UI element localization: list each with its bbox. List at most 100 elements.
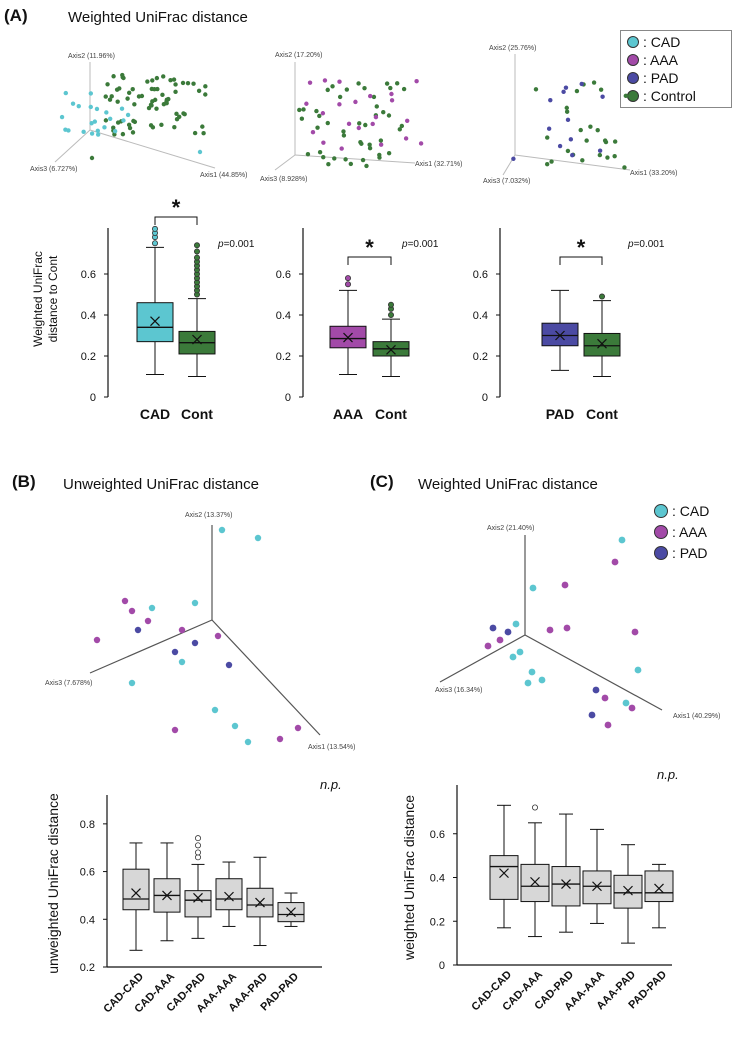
y-tick-label: 0 <box>90 392 96 404</box>
axis3-line <box>439 634 526 683</box>
scatter-point <box>343 157 348 162</box>
aaa-swatch-icon <box>627 54 639 66</box>
axis1-line <box>294 154 416 164</box>
box-CAD-PAD <box>551 866 581 907</box>
scatter-point <box>397 127 402 132</box>
axis1-line <box>211 619 321 736</box>
scatter-point <box>326 161 331 167</box>
scatter-point <box>197 149 203 155</box>
scatter-point <box>178 658 186 666</box>
mean-marker <box>561 879 571 889</box>
scatter-point <box>125 112 131 118</box>
scatter-point <box>605 155 610 160</box>
scatter-point <box>414 78 419 84</box>
scatter-point <box>321 140 326 145</box>
mean-marker <box>255 897 265 908</box>
outlier <box>194 849 201 856</box>
scatter-point <box>115 120 121 125</box>
mean-marker <box>150 316 160 327</box>
scatter-point <box>504 628 512 636</box>
scatter-point <box>70 101 76 106</box>
box-PAD <box>541 322 579 347</box>
axis1-line <box>89 129 216 169</box>
axis1-label: Axis1 (33.20%) <box>630 170 677 177</box>
scatter-point <box>104 110 109 115</box>
scatter-point <box>154 75 160 81</box>
legend-c-aaa: : AAA <box>654 521 709 542</box>
axis1-label: Axis1 (13.54%) <box>308 744 355 751</box>
scatter-point <box>529 584 537 592</box>
scatter-point <box>63 90 69 96</box>
scatter-point <box>121 597 129 605</box>
scatter-point <box>546 126 552 131</box>
outlier <box>193 242 200 249</box>
mean-marker <box>343 332 353 343</box>
scatter-point <box>203 92 208 97</box>
scatter-point <box>307 80 313 85</box>
scatter-point <box>152 86 157 92</box>
outlier <box>531 804 538 811</box>
axis3-label: Axis3 (16.34%) <box>435 687 482 694</box>
outlier <box>345 281 352 288</box>
scatter-point <box>368 93 373 99</box>
scatter-point <box>598 87 604 92</box>
scatter-point <box>150 125 156 130</box>
y-tick-label: 0.2 <box>276 351 291 363</box>
scatter-point <box>509 653 517 661</box>
y-tick-label: 0.6 <box>276 269 291 281</box>
boxplot-b: 0.20.40.60.8CAD-CADCAD-AAACAD-PADAAA-AAA… <box>45 777 342 1015</box>
scatter-point <box>337 102 342 107</box>
scatter-point <box>611 558 619 566</box>
scatter-point <box>121 118 126 123</box>
outlier <box>152 240 159 247</box>
scatter-point <box>146 105 152 111</box>
scatter-point <box>597 148 603 153</box>
box-AAA-AAA <box>582 870 612 905</box>
y-axis-label: unweighted UniFrac distance <box>45 793 61 974</box>
scatter-points <box>484 536 642 729</box>
mean-marker <box>597 338 607 349</box>
scatter-point <box>203 84 208 89</box>
scatter-point <box>126 122 132 128</box>
scatter-point <box>330 84 335 89</box>
scatter-point <box>88 104 93 110</box>
mean-marker <box>499 868 509 879</box>
scatter-point <box>325 120 330 126</box>
scatter-point <box>148 102 154 107</box>
boxplot-a-pad: 0 0.2 0.4 0.6 PAD Cont * p=0.001 <box>473 228 665 422</box>
outlier <box>193 248 200 255</box>
scatter-point <box>244 738 252 746</box>
scatter-point <box>301 107 306 112</box>
axis3-label: Axis3 (8.928%) <box>260 176 307 183</box>
outlier <box>194 835 201 842</box>
scatter-point <box>297 107 302 113</box>
outlier <box>345 275 352 282</box>
y-tick-label: 0.6 <box>80 867 95 879</box>
scatter-point <box>384 81 390 86</box>
scatter-point <box>561 89 566 95</box>
scatter-point <box>373 114 379 120</box>
scatter-point <box>623 93 629 99</box>
scatter-point <box>112 128 118 134</box>
scatter-point <box>628 704 636 712</box>
scatter-point <box>548 97 553 103</box>
scatter-point <box>405 118 410 124</box>
scatter-point <box>126 90 132 95</box>
scatter-point <box>370 121 375 127</box>
scatter-point <box>111 74 116 79</box>
scatter-point <box>171 726 179 734</box>
category-label: CAD <box>140 406 170 422</box>
y-tick-label: 0.4 <box>81 310 96 322</box>
scatter-point <box>364 163 369 169</box>
scatter-point <box>332 156 337 161</box>
scatter-point <box>225 661 233 669</box>
scatter-point <box>152 97 158 103</box>
scatter-point <box>181 111 186 116</box>
category-label: Cont <box>586 406 618 422</box>
scatter-point <box>604 721 612 729</box>
scatter-point <box>579 81 584 87</box>
y-tick-label: 0.2 <box>473 351 488 363</box>
significance-bracket <box>559 256 603 265</box>
significance-bracket <box>154 216 198 225</box>
legend-a-cad: : CAD <box>627 33 725 51</box>
